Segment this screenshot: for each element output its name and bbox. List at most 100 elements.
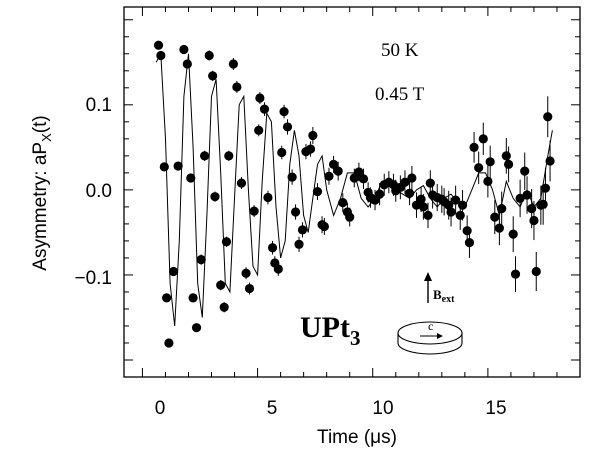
data-marker [508,229,518,239]
data-marker [224,151,234,161]
data-point [297,222,308,238]
data-marker [462,226,472,236]
data-point [282,119,293,135]
x-tick-label-0: 0 [155,398,166,419]
data-marker [162,293,172,303]
data-marker [319,221,329,232]
data-marker [173,161,183,171]
data-point [324,167,334,185]
data-point [162,293,172,303]
data-point [522,176,532,214]
data-point [241,267,251,280]
field-annotation: 0.45 T [375,84,425,105]
data-marker [345,212,355,222]
x-tick-label-15: 15 [485,398,506,419]
data-point [469,132,479,163]
data-marker [236,178,247,188]
data-point [407,166,417,190]
data-marker [241,268,251,278]
data-marker [418,202,428,212]
data-point [228,58,238,70]
data-point [508,216,518,252]
data-point [179,44,189,55]
data-marker [273,264,283,274]
data-marker [510,269,521,279]
y-axis-title-suffix: (t) [30,115,51,133]
data-point [338,193,348,212]
data-point [490,200,500,235]
data-point [510,256,521,292]
data-marker [527,203,537,214]
data-marker [328,159,339,169]
data-point [204,50,214,61]
data-point [287,169,297,185]
data-marker [543,112,553,122]
data-marker [375,189,385,199]
data-marker [545,156,555,166]
data-point [244,282,255,295]
data-point [273,262,283,276]
bext-label-main: B [433,287,442,302]
data-marker [255,93,265,103]
c-axis-arrow-head [437,333,443,339]
data-marker [182,59,192,69]
y-tick-label-neg0.1: −0.1 [74,268,112,289]
data-marker [485,157,495,167]
data-point [168,266,179,277]
data-marker [358,174,369,184]
data-marker [164,338,174,348]
data-marker [354,167,364,177]
x-axis-title: Time (μs) [317,427,397,448]
data-point [294,236,304,252]
data-marker [263,192,273,203]
data-point [153,40,164,50]
data-marker [221,237,232,247]
data-marker [474,163,484,173]
data-marker [188,293,198,303]
plot-frame [123,6,581,378]
axis-ticks-layer [124,7,580,377]
data-point [210,191,220,202]
data-point [188,293,198,303]
data-marker [464,238,475,248]
data-point [520,152,530,190]
data-point [333,161,343,181]
data-marker [179,44,189,55]
data-marker [455,210,465,220]
data-marker [469,142,479,152]
data-point [485,145,495,178]
data-marker [279,107,289,117]
data-marker [515,193,525,203]
material-label: UPt3 [300,311,360,350]
data-marker [333,166,343,176]
data-marker [168,266,179,277]
data-point [267,240,278,255]
y-axis-title-sub: X [39,133,54,142]
data-marker [156,50,166,61]
data-marker [425,178,435,188]
data-marker [538,199,548,209]
data-marker [228,59,238,69]
data-point [375,183,385,206]
data-point [216,280,226,291]
data-point [312,183,323,201]
data-marker [423,210,433,220]
c-axis-label: c [428,319,433,333]
data-marker [259,104,270,114]
data-point [279,104,289,119]
data-point [404,181,415,206]
data-marker [407,173,417,183]
y-axis-title-main: Asymmetry: aP [30,142,51,271]
data-marker [312,186,323,197]
data-marker [501,151,511,161]
data-marker [483,176,493,186]
data-marker [400,177,410,187]
bext-arrow-head [424,272,432,281]
data-marker [210,192,220,202]
crystal-disc-icon: c [397,319,463,355]
data-point [328,155,339,173]
y-tick-label-0.1: 0.1 [86,95,112,116]
data-marker [196,255,206,265]
x-tick-label-5: 5 [267,398,278,419]
